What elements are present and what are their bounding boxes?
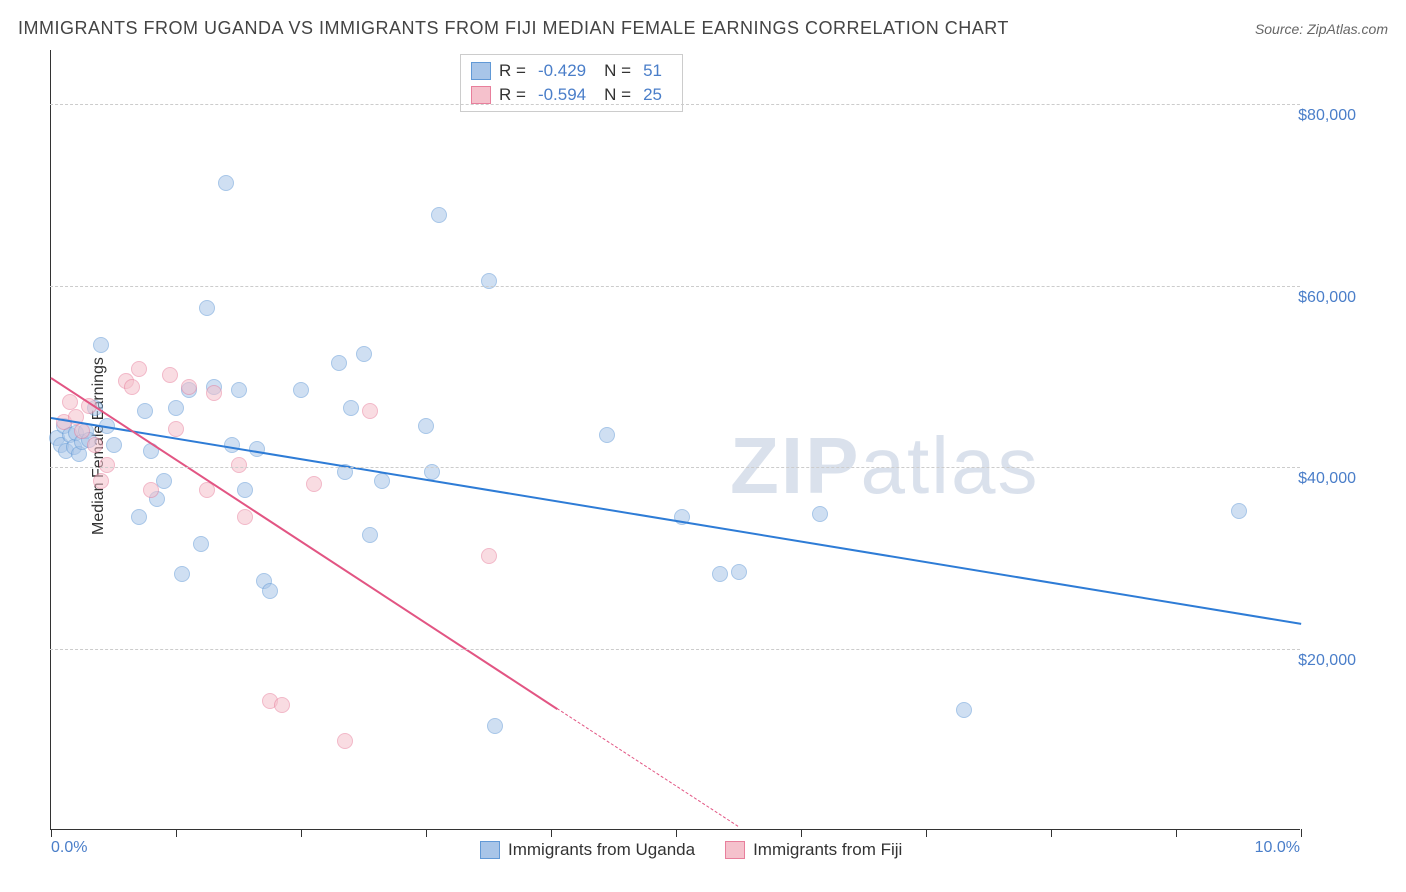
y-tick-label: $60,000 [1298,289,1356,307]
gridline [50,649,1300,650]
data-point [206,385,222,401]
n-label: N = [604,85,631,105]
legend-swatch [471,86,491,104]
data-point [137,403,153,419]
legend-item: Immigrants from Uganda [480,840,695,860]
title-bar: IMMIGRANTS FROM UGANDA VS IMMIGRANTS FRO… [18,18,1388,39]
x-tick [1176,829,1177,837]
data-point [199,300,215,316]
data-point [418,418,434,434]
data-point [231,457,247,473]
data-point [99,457,115,473]
data-point [168,421,184,437]
x-tick [176,829,177,837]
data-point [424,464,440,480]
legend-swatch [725,841,745,859]
x-tick-label: 10.0% [1255,839,1300,857]
series-legend: Immigrants from Uganda Immigrants from Fi… [480,840,902,860]
legend-swatch [471,62,491,80]
data-point [337,733,353,749]
data-point [1231,503,1247,519]
data-point [174,566,190,582]
data-point [956,702,972,718]
legend-row: R = -0.429 N = 51 [471,59,672,83]
data-point [93,473,109,489]
data-point [356,346,372,362]
data-point [168,400,184,416]
data-point [237,482,253,498]
data-point [181,379,197,395]
trend-line [50,377,557,710]
data-point [343,400,359,416]
data-point [124,379,140,395]
data-point [712,566,728,582]
x-tick [801,829,802,837]
x-tick [301,829,302,837]
gridline [50,467,1300,468]
y-tick-label: $80,000 [1298,107,1356,125]
data-point [218,175,234,191]
r-label: R = [499,85,526,105]
chart-title: IMMIGRANTS FROM UGANDA VS IMMIGRANTS FRO… [18,18,1009,39]
data-point [231,382,247,398]
data-point [362,403,378,419]
data-point [362,527,378,543]
x-tick [1301,829,1302,837]
data-point [599,427,615,443]
data-point [812,506,828,522]
legend-swatch [480,841,500,859]
legend-row: R = -0.594 N = 25 [471,83,672,107]
gridline [50,286,1300,287]
legend-item: Immigrants from Fiji [725,840,902,860]
data-point [143,482,159,498]
x-tick-label: 0.0% [51,839,87,857]
x-tick [426,829,427,837]
data-point [87,437,103,453]
data-point [74,423,90,439]
data-point [131,361,147,377]
data-point [162,367,178,383]
source-label: Source: ZipAtlas.com [1255,21,1388,37]
x-tick [926,829,927,837]
x-tick [551,829,552,837]
data-point [487,718,503,734]
data-point [731,564,747,580]
gridline [50,104,1300,105]
legend-label: Immigrants from Uganda [508,840,695,860]
r-value: -0.429 [538,61,586,81]
data-point [431,207,447,223]
n-value: 25 [643,85,662,105]
r-value: -0.594 [538,85,586,105]
r-label: R = [499,61,526,81]
n-label: N = [604,61,631,81]
data-point [224,437,240,453]
n-value: 51 [643,61,662,81]
y-tick-label: $20,000 [1298,652,1356,670]
chart-plot-area: 0.0%10.0% [50,50,1300,830]
data-point [237,509,253,525]
data-point [106,437,122,453]
data-point [293,382,309,398]
data-point [93,337,109,353]
x-tick [1051,829,1052,837]
data-point [274,697,290,713]
legend-label: Immigrants from Fiji [753,840,902,860]
data-point [193,536,209,552]
data-point [306,476,322,492]
trend-line [557,708,739,827]
y-tick-label: $40,000 [1298,470,1356,488]
data-point [374,473,390,489]
correlation-legend: R = -0.429 N = 51 R = -0.594 N = 25 [460,54,683,112]
x-tick [676,829,677,837]
data-point [481,548,497,564]
data-point [62,394,78,410]
data-point [131,509,147,525]
data-point [481,273,497,289]
data-point [331,355,347,371]
data-point [262,583,278,599]
x-tick [51,829,52,837]
